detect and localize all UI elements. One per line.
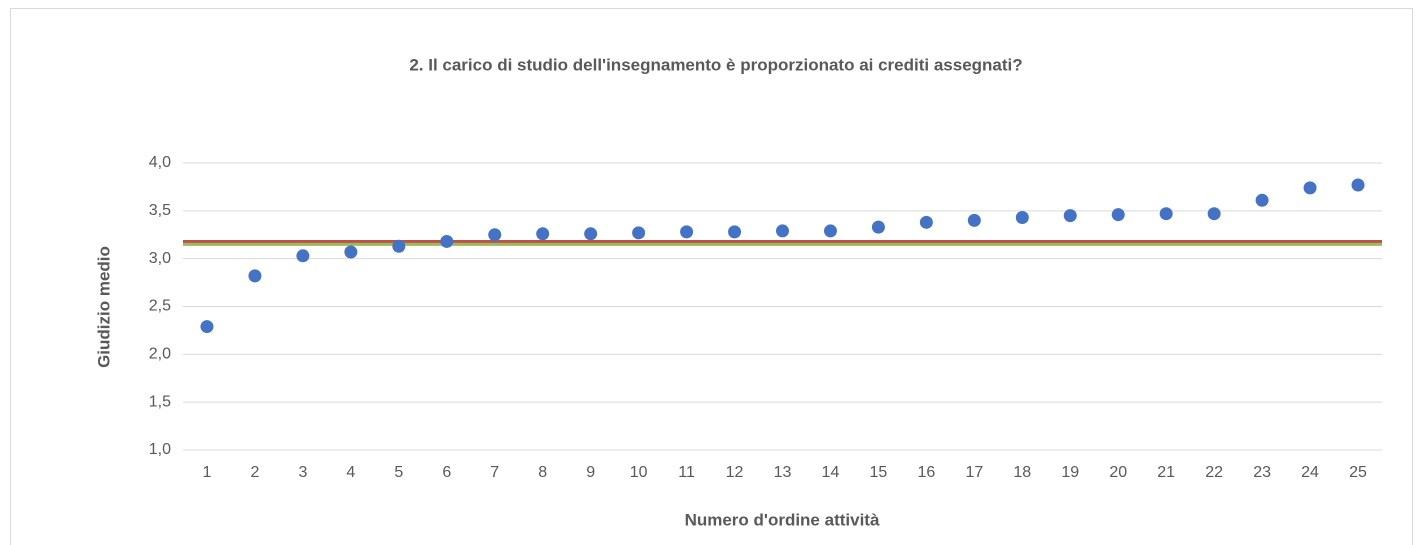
data-point — [728, 225, 742, 239]
x-tick-label: 12 — [726, 464, 744, 481]
data-point — [919, 215, 933, 229]
data-point — [680, 225, 694, 239]
data-point — [296, 249, 310, 263]
x-tick-label: 3 — [298, 464, 307, 481]
data-point — [344, 245, 358, 259]
data-point — [1111, 208, 1125, 222]
x-tick-label: 6 — [442, 464, 451, 481]
data-point — [584, 227, 598, 241]
x-tick-label: 11 — [678, 464, 695, 481]
x-tick-label: 22 — [1205, 464, 1223, 481]
x-tick-label: 2 — [250, 464, 259, 481]
x-tick-label: 13 — [774, 464, 792, 481]
x-tick-label: 9 — [586, 464, 595, 481]
data-point — [1351, 178, 1365, 192]
x-tick-label: 5 — [394, 464, 403, 481]
x-tick-label: 1 — [203, 464, 212, 481]
data-point — [1159, 207, 1173, 221]
data-point — [776, 224, 789, 238]
data-point — [632, 226, 646, 240]
x-tick-label: 18 — [1013, 464, 1031, 481]
chart-border — [10, 8, 1413, 545]
y-tick-label: 3,0 — [149, 250, 171, 267]
x-tick-label: 24 — [1301, 464, 1319, 481]
x-tick-label: 19 — [1061, 464, 1079, 481]
data-point — [871, 220, 885, 234]
data-point — [1015, 211, 1029, 225]
x-tick-label: 16 — [917, 464, 935, 481]
y-tick-label: 1,5 — [149, 393, 171, 410]
x-tick-label: 20 — [1109, 464, 1127, 481]
data-point — [248, 269, 262, 283]
x-tick-label: 10 — [630, 464, 648, 481]
x-tick-label: 7 — [490, 464, 499, 481]
data-point — [1063, 209, 1077, 223]
data-point — [200, 320, 214, 334]
x-axis-label: Numero d'ordine attività — [685, 510, 880, 529]
x-tick-label: 15 — [870, 464, 888, 481]
data-point — [967, 213, 981, 227]
x-tick-label: 14 — [822, 464, 840, 481]
data-point — [1255, 193, 1269, 207]
y-tick-label: 1,0 — [149, 441, 171, 458]
data-point — [823, 224, 837, 238]
data-point — [1207, 207, 1221, 221]
y-tick-label: 2,0 — [149, 346, 171, 363]
data-point — [1303, 181, 1317, 195]
x-tick-label: 21 — [1157, 464, 1175, 481]
x-tick-label: 8 — [538, 464, 547, 481]
y-tick-label: 3,5 — [149, 202, 171, 219]
data-point — [392, 239, 406, 253]
data-point — [536, 227, 550, 241]
y-tick-label: 2,5 — [149, 298, 171, 315]
y-axis-label: Giudizio medio — [94, 246, 113, 368]
x-tick-label: 25 — [1349, 464, 1367, 481]
data-point — [440, 234, 454, 248]
x-tick-label: 17 — [965, 464, 983, 481]
data-point — [488, 228, 502, 242]
y-tick-label: 4,0 — [149, 154, 171, 171]
chart-title: 2. Il carico di studio dell'insegnamento… — [409, 55, 1022, 74]
x-tick-label: 23 — [1253, 464, 1271, 481]
x-tick-label: 4 — [346, 464, 355, 481]
